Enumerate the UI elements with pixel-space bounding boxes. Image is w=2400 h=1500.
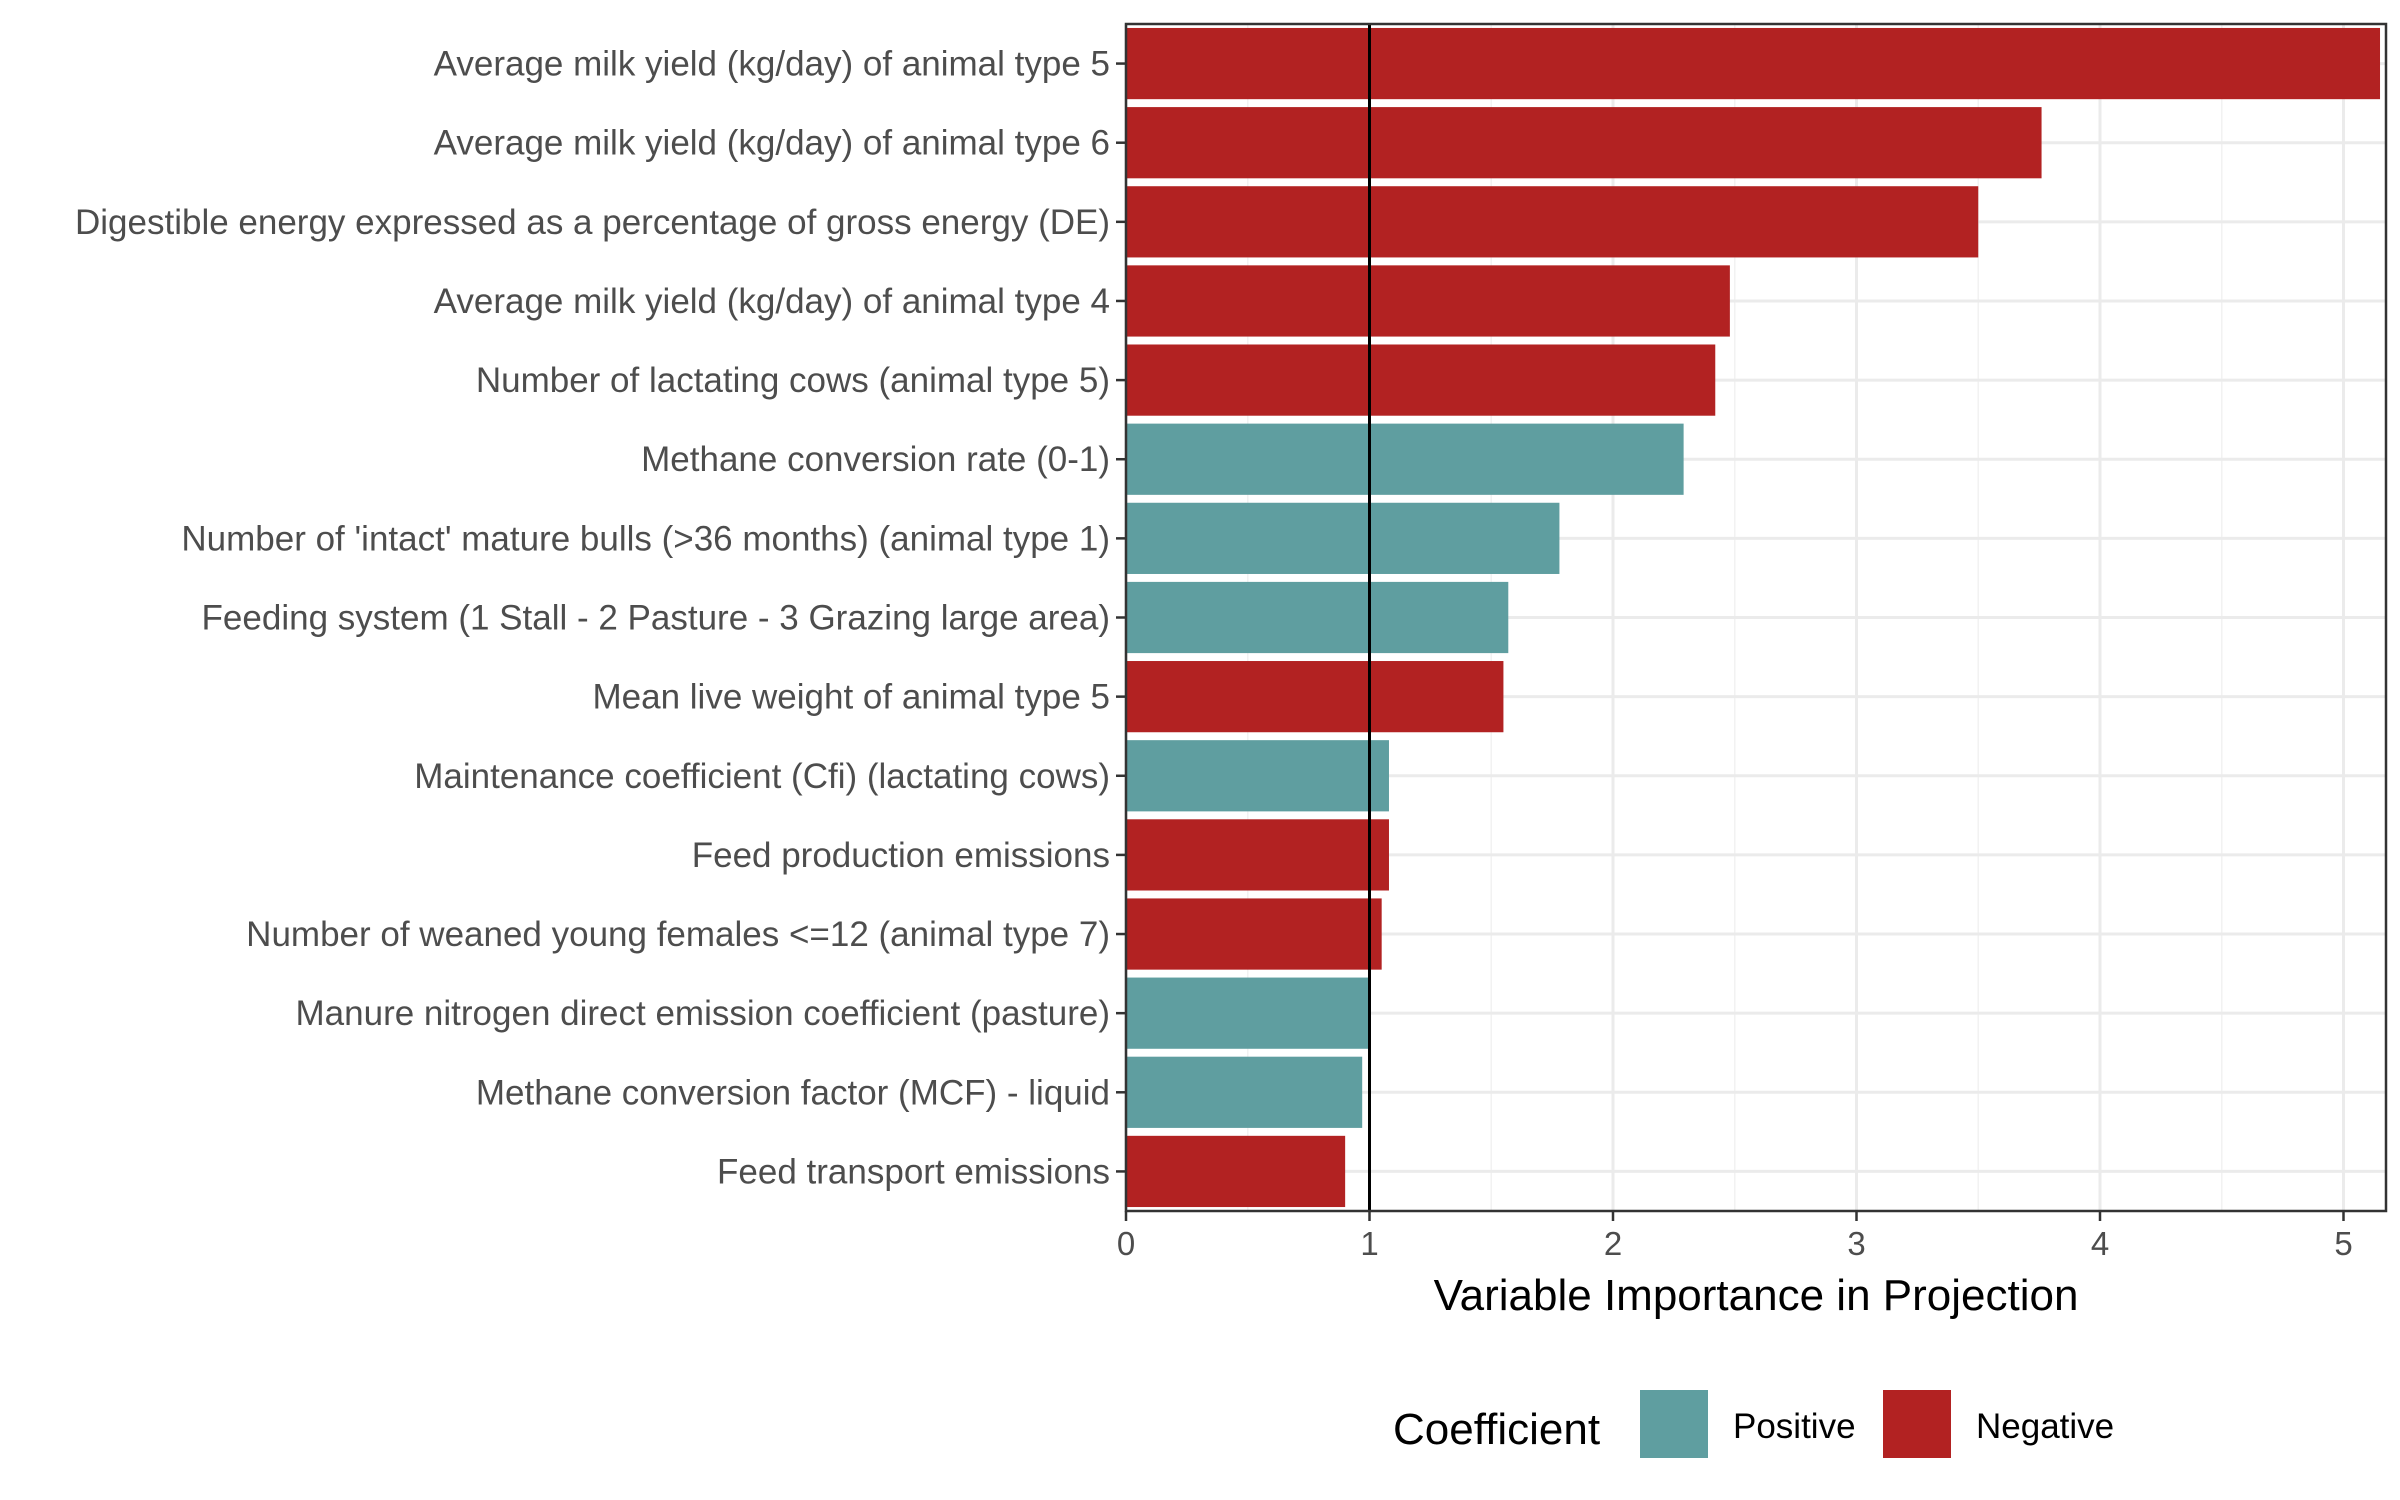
legend-label-positive: Positive bbox=[1733, 1407, 1856, 1446]
category-label: Number of lactating cows (animal type 5) bbox=[476, 361, 1110, 400]
bar bbox=[1126, 423, 1684, 495]
category-label: Digestible energy expressed as a percent… bbox=[75, 203, 1110, 242]
bars-group bbox=[1126, 27, 2381, 1208]
category-label: Feed transport emissions bbox=[717, 1152, 1110, 1191]
category-label: Number of weaned young females <=12 (ani… bbox=[246, 915, 1110, 954]
category-label: Feed production emissions bbox=[692, 836, 1110, 875]
bar bbox=[1126, 661, 1504, 733]
y-axis: Average milk yield (kg/day) of animal ty… bbox=[75, 45, 1126, 1191]
category-label: Methane conversion factor (MCF) - liquid bbox=[476, 1073, 1110, 1112]
x-tick-label: 4 bbox=[2091, 1225, 2109, 1262]
x-tick-label: 2 bbox=[1604, 1225, 1622, 1262]
bar bbox=[1126, 1056, 1363, 1128]
bar bbox=[1126, 581, 1509, 654]
bar bbox=[1126, 107, 2042, 179]
x-tick-label: 5 bbox=[2334, 1225, 2352, 1262]
x-axis-title: Variable Importance in Projection bbox=[1434, 1271, 2079, 1320]
category-label: Average milk yield (kg/day) of animal ty… bbox=[434, 282, 1110, 321]
legend-key-negative bbox=[1883, 1390, 1951, 1458]
bar bbox=[1126, 1135, 1346, 1208]
bar bbox=[1126, 502, 1560, 574]
category-label: Number of 'intact' mature bulls (>36 mon… bbox=[181, 519, 1110, 558]
legend-label-negative: Negative bbox=[1976, 1407, 2114, 1446]
category-label: Average milk yield (kg/day) of animal ty… bbox=[434, 124, 1110, 163]
bar bbox=[1126, 819, 1389, 891]
bar bbox=[1126, 186, 1979, 258]
x-tick-label: 3 bbox=[1847, 1225, 1865, 1262]
bar bbox=[1126, 898, 1382, 970]
category-label: Methane conversion rate (0-1) bbox=[641, 440, 1110, 479]
category-label: Average milk yield (kg/day) of animal ty… bbox=[434, 45, 1110, 84]
category-label: Feeding system (1 Stall - 2 Pasture - 3 … bbox=[202, 599, 1110, 638]
bar bbox=[1126, 344, 1716, 416]
bar bbox=[1126, 977, 1370, 1049]
bar bbox=[1126, 265, 1730, 337]
legend-title: Coefficient bbox=[1393, 1405, 1600, 1454]
x-tick-label: 1 bbox=[1360, 1225, 1378, 1262]
category-label: Manure nitrogen direct emission coeffici… bbox=[296, 994, 1110, 1033]
x-tick-label: 0 bbox=[1117, 1225, 1135, 1262]
x-axis: 0 1 2 3 4 5 bbox=[1117, 1211, 2353, 1262]
legend: Coefficient Positive Negative bbox=[1393, 1390, 2114, 1458]
legend-key-positive bbox=[1640, 1390, 1708, 1458]
category-label: Maintenance coefficient (Cfi) (lactating… bbox=[414, 757, 1110, 796]
bar bbox=[1126, 740, 1389, 812]
bar bbox=[1126, 27, 2381, 100]
category-label: Mean live weight of animal type 5 bbox=[593, 678, 1111, 717]
